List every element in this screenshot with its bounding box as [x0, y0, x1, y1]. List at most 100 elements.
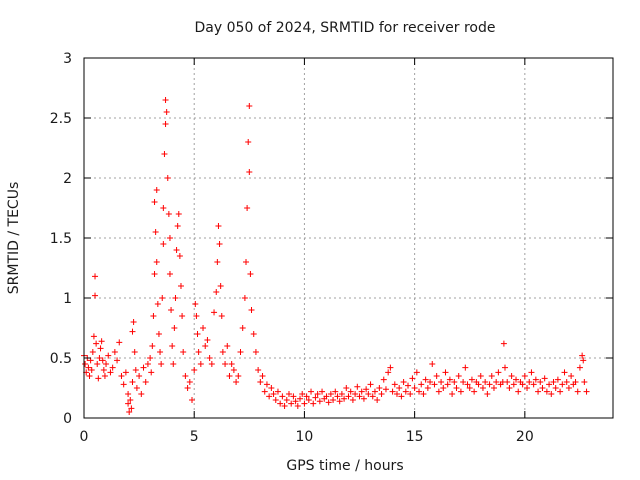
data-point	[179, 313, 186, 319]
data-point	[393, 391, 400, 397]
data-point	[132, 367, 139, 373]
data-point	[218, 313, 225, 319]
data-point	[195, 349, 202, 355]
data-point	[208, 361, 215, 367]
data-point	[255, 367, 262, 373]
data-point	[192, 301, 199, 307]
data-point	[96, 355, 103, 361]
data-point	[101, 373, 108, 379]
x-tick-label: 0	[80, 429, 89, 445]
data-point	[314, 391, 321, 397]
data-point	[405, 382, 412, 389]
data-point	[305, 397, 312, 403]
data-point	[160, 241, 167, 247]
data-point	[541, 375, 548, 382]
data-point	[107, 369, 114, 376]
data-point	[515, 388, 522, 395]
data-point	[559, 381, 566, 388]
data-point	[334, 393, 341, 400]
data-point	[464, 381, 471, 388]
data-point	[422, 376, 429, 383]
data-point	[204, 337, 211, 343]
data-point	[228, 361, 235, 367]
data-point	[535, 388, 542, 395]
data-point	[151, 271, 158, 277]
data-point	[468, 376, 475, 383]
data-point	[486, 381, 493, 388]
data-point	[219, 349, 226, 355]
data-point	[581, 379, 588, 385]
data-point	[391, 381, 398, 388]
data-point	[88, 367, 95, 373]
data-point	[420, 391, 427, 397]
data-point	[532, 376, 539, 383]
data-point	[482, 379, 489, 385]
data-point	[215, 223, 222, 229]
x-tick-label: 15	[406, 429, 424, 445]
data-point	[338, 391, 345, 397]
data-point	[171, 325, 178, 331]
data-point	[230, 367, 237, 373]
data-point	[429, 361, 436, 367]
data-point	[387, 364, 394, 371]
data-point	[398, 393, 405, 400]
data-point	[385, 369, 392, 376]
data-point	[246, 103, 253, 109]
data-point	[349, 397, 356, 403]
data-point	[513, 376, 520, 383]
data-point	[539, 385, 546, 391]
data-point	[319, 388, 326, 395]
data-point	[479, 385, 486, 391]
data-point	[332, 388, 339, 395]
data-point	[360, 395, 367, 402]
data-point	[552, 385, 559, 391]
data-point	[451, 379, 458, 385]
data-point	[327, 391, 334, 397]
data-point	[263, 381, 270, 388]
data-point	[162, 97, 169, 103]
data-point	[206, 355, 213, 361]
data-point	[323, 393, 330, 400]
chart-title: Day 050 of 2024, SRMTID for receiver rod…	[195, 20, 496, 36]
data-point	[250, 331, 257, 337]
data-point	[118, 373, 125, 379]
data-point	[191, 367, 198, 373]
data-point	[290, 393, 297, 400]
data-point	[97, 345, 104, 352]
data-point	[546, 381, 553, 388]
y-tick-label: 3	[63, 51, 72, 67]
data-point	[413, 369, 420, 376]
data-point	[500, 340, 507, 347]
x-tick-label: 20	[516, 429, 534, 445]
data-point	[165, 211, 172, 217]
data-point	[389, 388, 396, 395]
data-point	[427, 379, 434, 385]
data-point	[272, 397, 279, 403]
data-point	[493, 379, 500, 385]
data-point	[168, 307, 175, 313]
data-point	[247, 271, 254, 277]
data-point	[548, 391, 555, 397]
data-point	[131, 349, 138, 355]
x-tick-label: 10	[296, 429, 314, 445]
data-point	[297, 395, 304, 402]
data-point	[268, 385, 275, 391]
data-point	[431, 381, 438, 388]
data-point	[197, 361, 204, 367]
data-point	[347, 388, 354, 395]
data-point	[457, 388, 464, 395]
data-point	[501, 364, 508, 371]
data-point	[193, 313, 200, 319]
data-point	[224, 343, 231, 349]
data-point	[416, 388, 423, 395]
data-point	[433, 373, 440, 379]
data-point	[477, 373, 484, 379]
data-point	[222, 361, 229, 367]
data-point	[341, 395, 348, 402]
data-point	[95, 375, 102, 382]
data-point	[446, 376, 453, 383]
data-point	[402, 388, 409, 395]
data-point	[116, 339, 123, 346]
data-point	[363, 386, 370, 393]
